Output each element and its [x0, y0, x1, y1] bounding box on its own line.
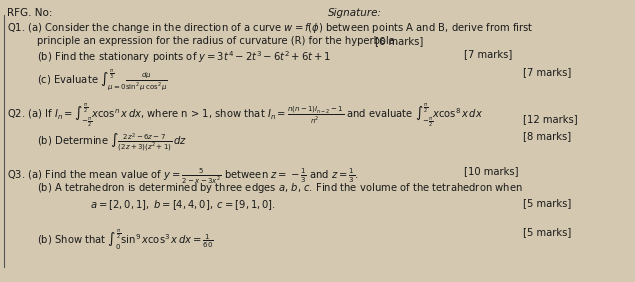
Text: Q1. (a) Consider the change in the direction of a curve $w = f(\phi)$ between po: Q1. (a) Consider the change in the direc…: [8, 21, 534, 35]
Text: principle an expression for the radius of curvature (R) for the hyperbola.: principle an expression for the radius o…: [37, 36, 398, 46]
Text: $a = [2,0,1],\; b = [4,4,0],\; c = [9,1,0]$.: $a = [2,0,1],\; b = [4,4,0],\; c = [9,1,…: [90, 198, 276, 212]
Text: Signature:: Signature:: [328, 8, 382, 18]
Text: (b) Show that $\int_0^{\frac{\pi}{2}} \sin^9 x\cos^3 x\,dx = \frac{1}{60}$: (b) Show that $\int_0^{\frac{\pi}{2}} \s…: [37, 228, 213, 252]
Text: RFG. No:: RFG. No:: [8, 8, 53, 18]
Text: [5 marks]: [5 marks]: [523, 228, 572, 237]
Text: Q2. (a) If $I_n = \int_{-\frac{\pi}{2}}^{\frac{\pi}{2}} x\cos^n x\,dx$, where n : Q2. (a) If $I_n = \int_{-\frac{\pi}{2}}^…: [8, 102, 484, 129]
Text: (b) Find the stationary points of $y = 3t^4 - 2t^3 - 6t^2 + 6t + 1$: (b) Find the stationary points of $y = 3…: [37, 49, 331, 65]
Text: (c) Evaluate $\int_{\mu=0}^{\frac{\pi}{3}} \frac{d\mu}{\sin^2\mu\,\cos^2\mu}$: (c) Evaluate $\int_{\mu=0}^{\frac{\pi}{3…: [37, 67, 168, 92]
Text: [7 marks]: [7 marks]: [464, 49, 512, 60]
Text: [5 marks]: [5 marks]: [523, 198, 572, 208]
Text: [8 marks]: [8 marks]: [523, 131, 572, 141]
Text: (b) A tetrahedron is determined by three edges $a$, $b$, $c$. Find the volume of: (b) A tetrahedron is determined by three…: [37, 182, 523, 195]
Text: [6 marks]: [6 marks]: [375, 36, 423, 46]
Text: Q3. (a) Find the mean value of $y = \frac{5}{2-x-3x^2}$ between $z = -\frac{1}{3: Q3. (a) Find the mean value of $y = \fra…: [8, 166, 359, 186]
Text: [10 marks]: [10 marks]: [464, 166, 518, 176]
Text: [12 marks]: [12 marks]: [523, 114, 578, 124]
Text: [7 marks]: [7 marks]: [523, 67, 572, 77]
Text: (b) Determine $\int \frac{2z^2-6z-7}{(2z+3)(z^2+1)}\,dz$: (b) Determine $\int \frac{2z^2-6z-7}{(2z…: [37, 131, 187, 154]
